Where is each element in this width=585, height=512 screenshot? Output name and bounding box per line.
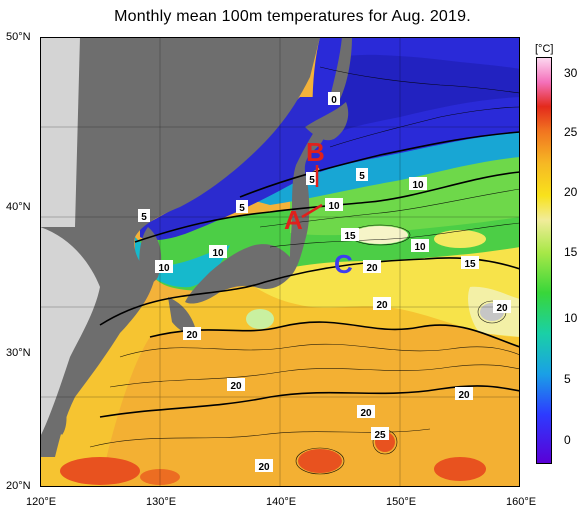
- colorbar-tick: 25: [564, 125, 578, 139]
- contour-label: 10: [414, 242, 426, 253]
- nodata-region: [40, 227, 100, 437]
- marker-b: B: [306, 137, 325, 187]
- contour-label: 25: [374, 430, 386, 441]
- colorbar: [536, 57, 552, 464]
- contour-label: 0: [331, 95, 337, 106]
- lon-label: 130°E: [146, 496, 177, 508]
- colorbar-tick: 0: [564, 433, 571, 447]
- contour-label: 5: [359, 171, 365, 182]
- marker-c-label: C: [334, 249, 353, 279]
- contour-label: 10: [412, 180, 424, 191]
- contour-label: 5: [239, 203, 245, 214]
- marker-c: C: [334, 249, 353, 279]
- colorbar-tick: 10: [564, 311, 578, 325]
- contour-label: 10: [328, 201, 340, 212]
- colorbar-tick: 30: [564, 66, 578, 80]
- colorbar-unit: [°C]: [535, 43, 554, 55]
- contour-labels: 0 5 5 5 5 10 10 10 10 10 15 15 20 20 20 …: [138, 92, 511, 473]
- contour-label: 20: [360, 408, 372, 419]
- contour-label: 15: [344, 231, 356, 242]
- contour-label: 20: [186, 330, 198, 341]
- marker-b-label: B: [306, 137, 325, 167]
- contour-label: 20: [376, 300, 388, 311]
- contour-label: 20: [496, 303, 508, 314]
- japan-land: [185, 129, 324, 304]
- lat-label: 50°N: [6, 31, 31, 43]
- contour-label: 10: [158, 263, 170, 274]
- contour-label: 20: [458, 390, 470, 401]
- contour-label: 10: [212, 248, 224, 259]
- contour-label: 5: [309, 175, 315, 186]
- colorbar-tick: 15: [564, 245, 578, 259]
- lat-label: 40°N: [6, 201, 31, 213]
- contour-label: 20: [366, 263, 378, 274]
- lon-label: 120°E: [26, 496, 57, 508]
- temperature-map: 0 5 5 5 5 10 10 10 10 10 15 15 20 20 20 …: [40, 37, 520, 487]
- contour-label: 5: [141, 212, 147, 223]
- map-title: Monthly mean 100m temperatures for Aug. …: [114, 8, 471, 25]
- colorbar-tick: 20: [564, 185, 578, 199]
- lon-label: 160°E: [506, 496, 537, 508]
- lat-label: 30°N: [6, 347, 31, 359]
- lat-label: 20°N: [6, 480, 31, 492]
- contour-label: 15: [464, 259, 476, 270]
- lon-label: 140°E: [266, 496, 297, 508]
- colorbar-tick: 5: [564, 372, 571, 386]
- marker-a: A: [284, 203, 323, 235]
- contour-label: 20: [230, 381, 242, 392]
- marker-a-label: A: [284, 205, 303, 235]
- lon-label: 150°E: [386, 496, 417, 508]
- contour-label: 20: [258, 462, 270, 473]
- continent-land: [40, 37, 320, 457]
